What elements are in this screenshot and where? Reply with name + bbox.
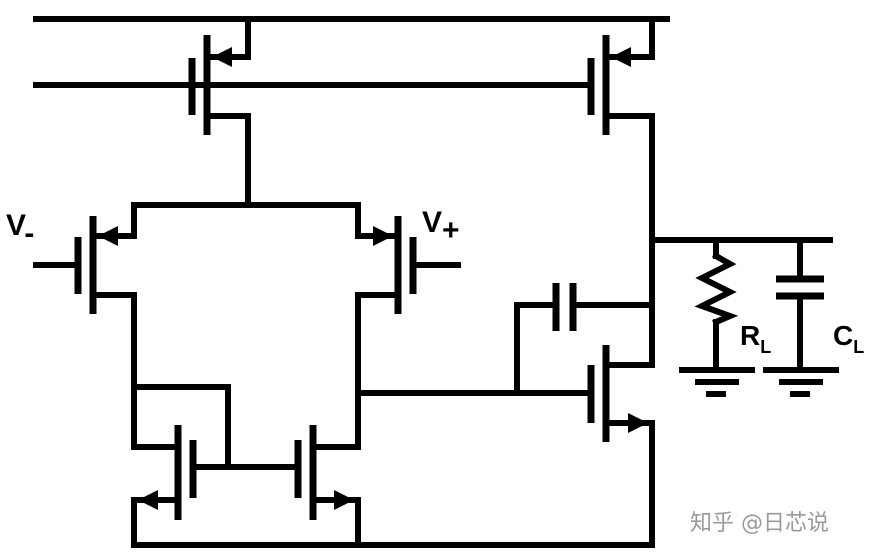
pmos-arrow [611, 47, 631, 67]
pmos-arrow [212, 47, 232, 67]
pmos-input-plus [355, 216, 461, 450]
pmos-arrow [373, 226, 393, 246]
v-minus-label: V- [6, 209, 34, 250]
nmos-arrow [628, 413, 648, 433]
load-capacitor [763, 237, 839, 397]
nmos-arrow [138, 490, 158, 510]
mirror-diode-wire [131, 384, 231, 470]
pmos-output-source [587, 16, 655, 243]
tail-node-wire [131, 202, 361, 239]
nmos-output-stage [587, 302, 655, 548]
pmos-input-minus [33, 216, 137, 450]
nmos-arrow [334, 490, 354, 510]
nmos-mirror-right [294, 425, 361, 548]
pmos-tail-source [188, 16, 251, 208]
nmos-mirror-left [131, 425, 301, 548]
watermark: 知乎 @日芯说 [690, 511, 829, 536]
miller-capacitor [514, 283, 655, 396]
pmos-arrow [98, 226, 118, 246]
v-plus-label: V+ [422, 206, 460, 247]
rl-label: RL [740, 320, 771, 357]
cl-label: CL [833, 320, 864, 357]
load-resistor [679, 237, 755, 397]
